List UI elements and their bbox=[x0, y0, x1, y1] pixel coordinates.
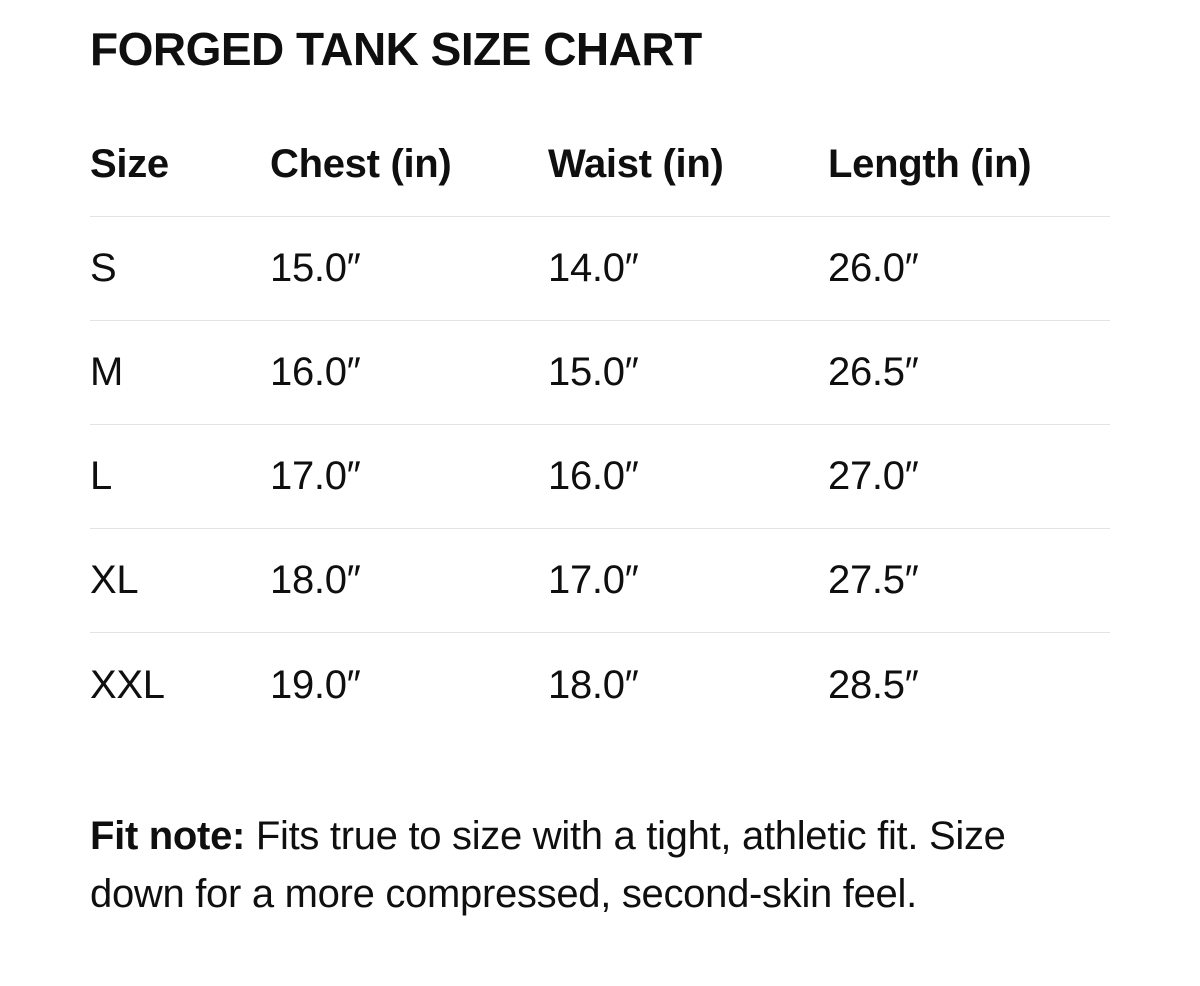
size-cell: L bbox=[90, 454, 112, 498]
header-cell-size: Size bbox=[90, 142, 169, 186]
page-title: FORGED TANK SIZE CHART bbox=[90, 23, 702, 75]
waist-cell: 15.0″ bbox=[548, 350, 639, 394]
size-cell: XXL bbox=[90, 662, 165, 707]
waist-cell: 18.0″ bbox=[548, 662, 639, 707]
size-cell: M bbox=[90, 350, 124, 394]
header-cell-chest: Chest (in) bbox=[270, 142, 452, 186]
size-cell: XL bbox=[90, 558, 139, 602]
waist-cell: 17.0″ bbox=[548, 558, 639, 602]
length-cell: 28.5″ bbox=[828, 662, 919, 707]
table-row: S 15.0″ 14.0″ 26.0″ bbox=[90, 217, 1110, 321]
chest-cell: 17.0″ bbox=[270, 454, 361, 498]
chest-cell: 15.0″ bbox=[270, 246, 361, 290]
length-cell: 27.5″ bbox=[828, 558, 919, 602]
header-cell-length: Length (in) bbox=[828, 142, 1032, 186]
header-cell-waist: Waist (in) bbox=[548, 142, 724, 186]
chest-cell: 16.0″ bbox=[270, 350, 361, 394]
fit-note: Fit note: Fits true to size with a tight… bbox=[90, 807, 1110, 923]
chest-cell: 18.0″ bbox=[270, 558, 361, 602]
length-cell: 26.5″ bbox=[828, 350, 919, 394]
table-header-row: Size Chest (in) Waist (in) Length (in) bbox=[90, 113, 1110, 217]
waist-cell: 14.0″ bbox=[548, 246, 639, 290]
table-row: XXL 19.0″ 18.0″ 28.5″ bbox=[90, 633, 1110, 737]
fit-note-label: Fit note: bbox=[90, 814, 246, 858]
table-row: XL 18.0″ 17.0″ 27.5″ bbox=[90, 529, 1110, 633]
chest-cell: 19.0″ bbox=[270, 662, 361, 707]
size-cell: S bbox=[90, 246, 117, 290]
length-cell: 27.0″ bbox=[828, 454, 919, 498]
table-row: L 17.0″ 16.0″ 27.0″ bbox=[90, 425, 1110, 529]
size-chart-page: FORGED TANK SIZE CHART Size Chest (in) W… bbox=[0, 26, 1200, 923]
fit-note-text: Fits true to size with a tight, athletic… bbox=[90, 814, 1006, 916]
size-table: Size Chest (in) Waist (in) Length (in) S… bbox=[90, 113, 1110, 737]
table-row: M 16.0″ 15.0″ 26.5″ bbox=[90, 321, 1110, 425]
length-cell: 26.0″ bbox=[828, 246, 919, 290]
waist-cell: 16.0″ bbox=[548, 454, 639, 498]
